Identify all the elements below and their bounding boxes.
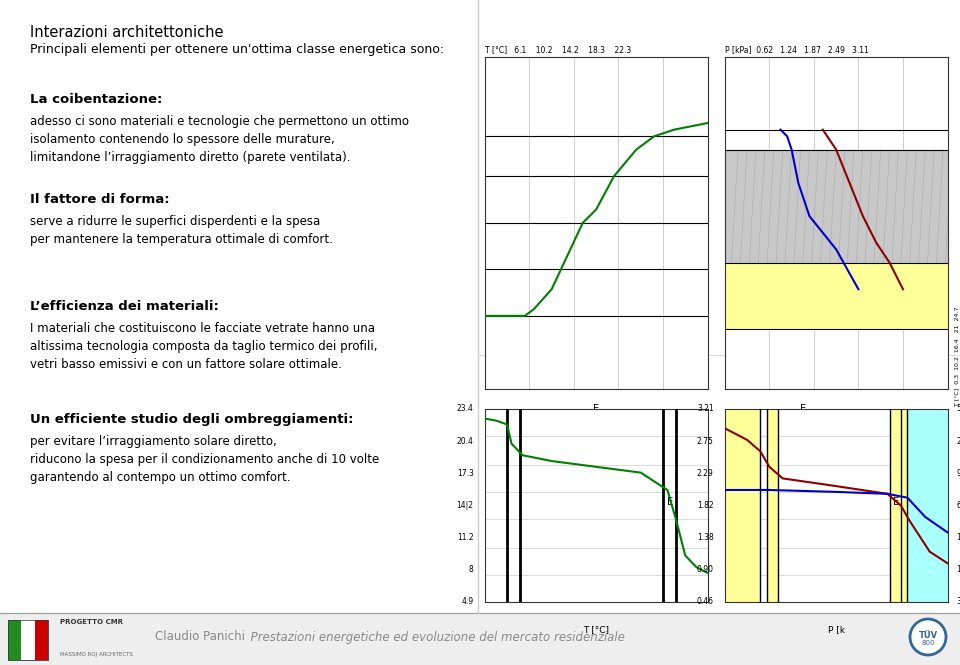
Text: 3.4: 3.4	[956, 597, 960, 606]
Bar	[725, 150, 948, 263]
Text: La coibentazione:: La coibentazione:	[30, 93, 162, 106]
Text: 2.75: 2.75	[697, 437, 713, 446]
Bar	[725, 409, 760, 602]
Text: 2.7: 2.7	[956, 437, 960, 446]
Bar	[0, 613, 960, 665]
Text: P [k: P [k	[828, 625, 845, 634]
Bar	[21, 620, 35, 660]
Text: adesso ci sono materiali e tecnologie che permettono un ottimo
isolamento conten: adesso ci sono materiali e tecnologie ch…	[30, 115, 409, 164]
Text: 1.7: 1.7	[956, 533, 960, 542]
Text: Il fattore di forma:: Il fattore di forma:	[30, 193, 170, 206]
Text: 6.1: 6.1	[956, 501, 960, 510]
Bar	[35, 620, 48, 660]
Text: Interazioni architettoniche: Interazioni architettoniche	[30, 25, 224, 40]
Text: Claudio Panichi: Claudio Panichi	[155, 630, 245, 644]
Text: I materiali che costituiscono le facciate vetrate hanno una
altissima tecnologia: I materiali che costituiscono le facciat…	[30, 322, 377, 371]
Text: 2.29: 2.29	[697, 469, 713, 477]
Text: 0.90: 0.90	[697, 565, 713, 574]
Text: Principali elementi per ottenere un'ottima classe energetica sono:: Principali elementi per ottenere un'otti…	[30, 43, 444, 56]
Bar	[8, 620, 21, 660]
Circle shape	[910, 619, 946, 655]
Bar	[767, 409, 779, 602]
Text: 20.4: 20.4	[457, 437, 473, 446]
Text: E: E	[666, 497, 673, 507]
Text: PROGETTO CMR: PROGETTO CMR	[60, 619, 123, 625]
Text: serve a ridurre le superfici disperdenti e la spesa
per mantenere la temperatura: serve a ridurre le superfici disperdenti…	[30, 215, 333, 246]
Bar	[890, 409, 907, 602]
Text: 1.7: 1.7	[956, 565, 960, 574]
Text: 3.21: 3.21	[697, 404, 713, 414]
Text: P [kPa]  0.62   1.24   1.87   2.49   3.11: P [kPa] 0.62 1.24 1.87 2.49 3.11	[725, 45, 869, 55]
Bar	[725, 263, 948, 329]
Text: L’efficienza dei materiali:: L’efficienza dei materiali:	[30, 300, 219, 313]
Text: T [°C]   6.1    10.2    14.2    18.3    22.3: T [°C] 6.1 10.2 14.2 18.3 22.3	[485, 45, 631, 55]
Text: 1.82: 1.82	[697, 501, 713, 510]
Text: 11.2: 11.2	[457, 533, 473, 542]
Text: 0.46: 0.46	[697, 597, 713, 606]
Text: TÜV: TÜV	[919, 630, 938, 640]
Text: E: E	[593, 404, 599, 414]
Text: 23.4: 23.4	[457, 404, 473, 414]
Text: Un efficiente studio degli ombreggiamenti:: Un efficiente studio degli ombreggiament…	[30, 413, 353, 426]
Text: 4.9: 4.9	[462, 597, 473, 606]
Bar	[907, 409, 948, 602]
Text: 800: 800	[922, 640, 935, 646]
Bar	[8, 620, 48, 660]
Text: 5.2: 5.2	[956, 404, 960, 414]
Text: E: E	[800, 404, 805, 414]
Text: per evitare l’irraggiamento solare diretto,
riducono la spesa per il condizionam: per evitare l’irraggiamento solare diret…	[30, 435, 379, 484]
Text: 8: 8	[468, 565, 473, 574]
Text: Prestazioni energetiche ed evoluzione del mercato residenziale: Prestazioni energetiche ed evoluzione de…	[243, 630, 625, 644]
Bar	[8, 620, 48, 660]
Text: 14|2: 14|2	[457, 501, 473, 510]
Text: 9.7: 9.7	[956, 469, 960, 477]
Text: T [°C]  0.3  10.2  16.4   21  24.7: T [°C] 0.3 10.2 16.4 21 24.7	[954, 306, 959, 406]
Text: 17.3: 17.3	[457, 469, 473, 477]
Text: MASSIMO ROJ ARCHITECTS: MASSIMO ROJ ARCHITECTS	[60, 652, 132, 657]
Text: 1.38: 1.38	[697, 533, 713, 542]
Text: E: E	[893, 497, 900, 507]
Text: T [°C]: T [°C]	[583, 625, 610, 634]
